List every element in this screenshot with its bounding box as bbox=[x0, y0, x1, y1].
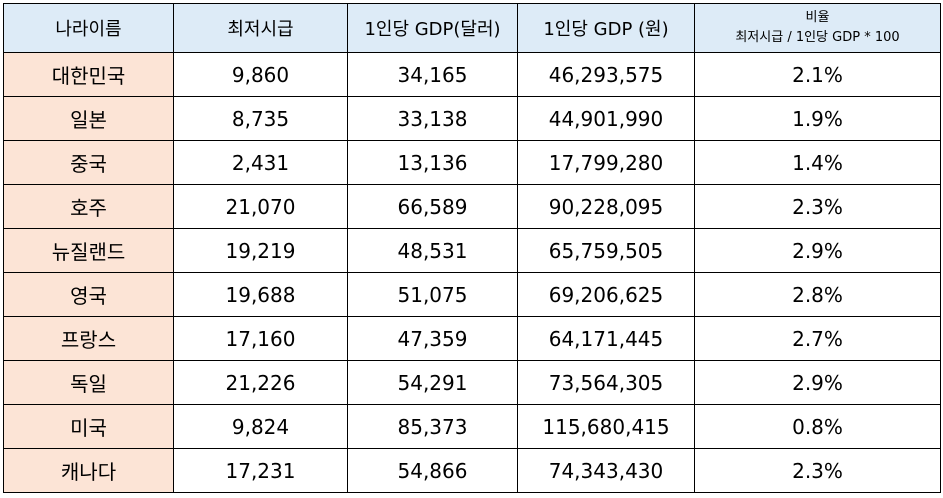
cell-ratio[interactable]: 2.3% bbox=[694, 184, 941, 229]
cell-country[interactable]: 뉴질랜드 bbox=[3, 228, 174, 273]
table-row: 대한민국 9,860 34,165 46,293,575 2.1% bbox=[3, 52, 941, 97]
header-gdp-usd[interactable]: 1인당 GDP(달러) bbox=[347, 3, 518, 53]
cell-min-wage[interactable]: 9,860 bbox=[173, 52, 348, 97]
header-row: 나라이름 최저시급 1인당 GDP(달러) 1인당 GDP (원) 비율 최저시… bbox=[3, 3, 941, 53]
cell-gdp-krw[interactable]: 46,293,575 bbox=[517, 52, 695, 97]
wage-gdp-table: 나라이름 최저시급 1인당 GDP(달러) 1인당 GDP (원) 비율 최저시… bbox=[3, 3, 941, 493]
cell-min-wage[interactable]: 19,219 bbox=[173, 228, 348, 273]
table-row: 캐나다 17,231 54,866 74,343,430 2.3% bbox=[3, 448, 941, 493]
cell-gdp-usd[interactable]: 47,359 bbox=[347, 316, 518, 361]
cell-gdp-usd[interactable]: 13,136 bbox=[347, 140, 518, 185]
header-ratio-title: 비율 bbox=[805, 10, 830, 25]
cell-country[interactable]: 미국 bbox=[3, 404, 174, 449]
cell-gdp-usd[interactable]: 85,373 bbox=[347, 404, 518, 449]
cell-country[interactable]: 캐나다 bbox=[3, 448, 174, 493]
cell-country[interactable]: 호주 bbox=[3, 184, 174, 229]
cell-gdp-krw[interactable]: 65,759,505 bbox=[517, 228, 695, 273]
cell-ratio[interactable]: 2.9% bbox=[694, 360, 941, 405]
cell-gdp-krw[interactable]: 90,228,095 bbox=[517, 184, 695, 229]
header-ratio-formula: 최저시급 / 1인당 GDP * 100 bbox=[735, 30, 900, 45]
cell-ratio[interactable]: 2.8% bbox=[694, 272, 941, 317]
cell-min-wage[interactable]: 2,431 bbox=[173, 140, 348, 185]
cell-country[interactable]: 독일 bbox=[3, 360, 174, 405]
cell-ratio[interactable]: 0.8% bbox=[694, 404, 941, 449]
cell-gdp-usd[interactable]: 54,291 bbox=[347, 360, 518, 405]
cell-gdp-krw[interactable]: 69,206,625 bbox=[517, 272, 695, 317]
cell-ratio[interactable]: 1.9% bbox=[694, 96, 941, 141]
table-row: 중국 2,431 13,136 17,799,280 1.4% bbox=[3, 140, 941, 185]
header-gdp-krw[interactable]: 1인당 GDP (원) bbox=[517, 3, 695, 53]
cell-gdp-usd[interactable]: 66,589 bbox=[347, 184, 518, 229]
cell-min-wage[interactable]: 17,160 bbox=[173, 316, 348, 361]
header-ratio[interactable]: 비율 최저시급 / 1인당 GDP * 100 bbox=[694, 3, 941, 53]
cell-gdp-usd[interactable]: 33,138 bbox=[347, 96, 518, 141]
cell-gdp-krw[interactable]: 73,564,305 bbox=[517, 360, 695, 405]
cell-ratio[interactable]: 2.9% bbox=[694, 228, 941, 273]
cell-min-wage[interactable]: 21,070 bbox=[173, 184, 348, 229]
cell-country[interactable]: 일본 bbox=[3, 96, 174, 141]
table-row: 영국 19,688 51,075 69,206,625 2.8% bbox=[3, 272, 941, 317]
cell-ratio[interactable]: 2.3% bbox=[694, 448, 941, 493]
cell-gdp-krw[interactable]: 115,680,415 bbox=[517, 404, 695, 449]
cell-country[interactable]: 프랑스 bbox=[3, 316, 174, 361]
table-body: 대한민국 9,860 34,165 46,293,575 2.1% 일본 8,735 33,1… bbox=[3, 52, 941, 493]
cell-gdp-usd[interactable]: 48,531 bbox=[347, 228, 518, 273]
cell-ratio[interactable]: 1.4% bbox=[694, 140, 941, 185]
cell-gdp-krw[interactable]: 17,799,280 bbox=[517, 140, 695, 185]
cell-country[interactable]: 중국 bbox=[3, 140, 174, 185]
cell-ratio[interactable]: 2.7% bbox=[694, 316, 941, 361]
cell-min-wage[interactable]: 8,735 bbox=[173, 96, 348, 141]
cell-country[interactable]: 영국 bbox=[3, 272, 174, 317]
cell-gdp-usd[interactable]: 54,866 bbox=[347, 448, 518, 493]
table-row: 프랑스 17,160 47,359 64,171,445 2.7% bbox=[3, 316, 941, 361]
cell-min-wage[interactable]: 19,688 bbox=[173, 272, 348, 317]
header-country[interactable]: 나라이름 bbox=[3, 3, 174, 53]
cell-country[interactable]: 대한민국 bbox=[3, 52, 174, 97]
table-row: 호주 21,070 66,589 90,228,095 2.3% bbox=[3, 184, 941, 229]
table-row: 뉴질랜드 19,219 48,531 65,759,505 2.9% bbox=[3, 228, 941, 273]
cell-gdp-krw[interactable]: 64,171,445 bbox=[517, 316, 695, 361]
table-row: 미국 9,824 85,373 115,680,415 0.8% bbox=[3, 404, 941, 449]
cell-min-wage[interactable]: 21,226 bbox=[173, 360, 348, 405]
cell-gdp-krw[interactable]: 74,343,430 bbox=[517, 448, 695, 493]
table-row: 독일 21,226 54,291 73,564,305 2.9% bbox=[3, 360, 941, 405]
table-row: 일본 8,735 33,138 44,901,990 1.9% bbox=[3, 96, 941, 141]
cell-gdp-usd[interactable]: 34,165 bbox=[347, 52, 518, 97]
cell-min-wage[interactable]: 17,231 bbox=[173, 448, 348, 493]
cell-min-wage[interactable]: 9,824 bbox=[173, 404, 348, 449]
header-min-wage[interactable]: 최저시급 bbox=[173, 3, 348, 53]
cell-gdp-usd[interactable]: 51,075 bbox=[347, 272, 518, 317]
table-header: 나라이름 최저시급 1인당 GDP(달러) 1인당 GDP (원) 비율 최저시… bbox=[3, 3, 941, 53]
cell-ratio[interactable]: 2.1% bbox=[694, 52, 941, 97]
cell-gdp-krw[interactable]: 44,901,990 bbox=[517, 96, 695, 141]
